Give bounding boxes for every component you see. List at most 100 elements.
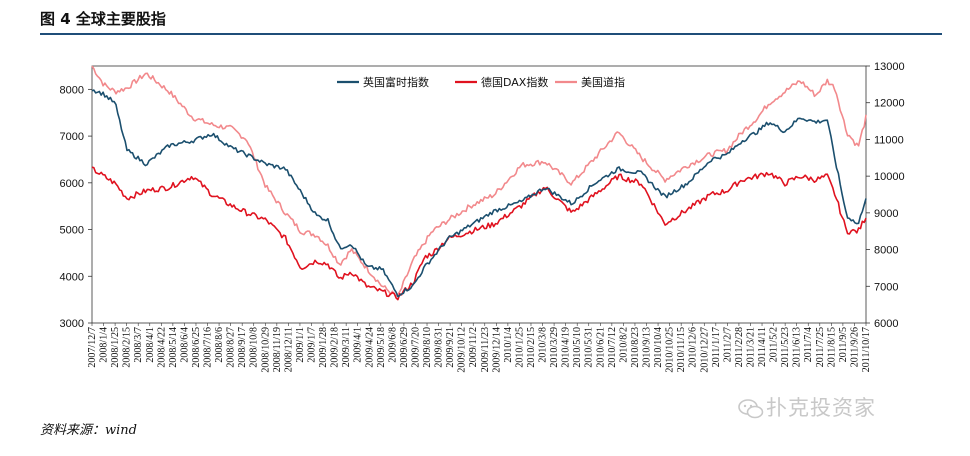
x-tick-label: 2010/8/23 xyxy=(630,327,641,368)
x-tick-label: 2011/2/7 xyxy=(722,327,733,362)
x-tick-label: 2011/7/25 xyxy=(815,327,826,367)
x-tick-label: 2009/1/1 xyxy=(295,327,306,363)
y-right-tick-label: 6000 xyxy=(874,318,898,330)
source-note: 资料来源：wind xyxy=(40,423,137,438)
x-tick-label: 2011/8/15 xyxy=(826,327,837,367)
x-tick-label: 2010/11/15 xyxy=(676,327,687,372)
x-axis: 2007/12/7 2008/1/4 2008/1/25 2008/2/15 2008/… xyxy=(87,323,872,373)
x-tick-label: 2010/12/27 xyxy=(699,327,710,373)
y-right-tick-label: 9000 xyxy=(874,208,898,220)
x-tick-label: 2009/9/21 xyxy=(445,327,456,368)
x-tick-label: 2008/5/14 xyxy=(168,327,179,368)
x-tick-label: 2010/5/31 xyxy=(584,327,595,368)
plot-frame xyxy=(91,65,867,324)
legend-label-1: 德国DAX指数 xyxy=(481,75,548,89)
x-tick-label: 2008/4/1 xyxy=(145,327,156,363)
figure-title: 图 4 全球主要股指 xyxy=(40,10,166,28)
y-right-tick-label: 7000 xyxy=(874,281,898,293)
x-tick-label: 2010/1/4 xyxy=(503,327,514,363)
x-tick-label: 2009/8/31 xyxy=(434,327,445,368)
x-tick-label: 2009/2/18 xyxy=(330,327,341,368)
x-tick-label: 2010/10/4 xyxy=(653,327,664,368)
x-tick-label: 2011/6/13 xyxy=(792,327,803,367)
x-tick-label: 2008/2/15 xyxy=(122,327,133,368)
x-tick-label: 2009/7/20 xyxy=(410,327,421,368)
x-tick-label: 2009/5/18 xyxy=(376,327,387,368)
x-tick-label: 2010/2/15 xyxy=(526,327,537,368)
y-axis-left: 3000 4000 5000 6000 7000 8000 xyxy=(60,84,92,330)
series-line-0 xyxy=(91,89,867,298)
y-right-tick-label: 12000 xyxy=(874,98,905,110)
watermark: 扑克投资家 xyxy=(738,392,876,422)
x-tick-label: 2008/3/7 xyxy=(133,327,144,363)
x-tick-label: 2008/1/25 xyxy=(110,327,121,368)
x-tick-label: 2008/9/17 xyxy=(237,327,248,368)
x-tick-label: 2009/3/11 xyxy=(341,327,352,367)
x-tick-label: 2009/1/28 xyxy=(318,327,329,368)
x-tick-label: 2008/11/19 xyxy=(272,327,283,372)
x-tick-label: 2011/9/26 xyxy=(849,327,860,367)
plot-border xyxy=(91,65,867,324)
y-axis-right: 6000 7000 8000 9000 10000 11000 12000 13000 xyxy=(866,61,905,330)
y-left-tick-label: 4000 xyxy=(60,271,84,283)
legend-label-0: 英国富时指数 xyxy=(363,75,429,89)
x-tick-label: 2010/9/13 xyxy=(642,327,653,368)
x-tick-label: 2008/12/11 xyxy=(283,327,294,372)
x-tick-label: 2010/4/19 xyxy=(561,327,572,368)
x-tick-label: 2011/10/17 xyxy=(861,327,872,372)
x-tick-label: 2009/4/24 xyxy=(364,327,375,368)
title-rule xyxy=(40,33,942,35)
x-tick-label: 2008/6/25 xyxy=(191,327,202,368)
x-tick-label: 2011/5/2 xyxy=(769,327,780,362)
series-lines xyxy=(91,65,867,301)
x-tick-label: 2011/4/11 xyxy=(757,327,768,367)
x-tick-label: 2010/3/8 xyxy=(538,327,549,363)
x-tick-label: 2009/11/2 xyxy=(468,327,479,367)
x-tick-label: 2010/6/21 xyxy=(595,327,606,368)
y-left-tick-label: 5000 xyxy=(60,225,84,237)
x-tick-label: 2010/7/12 xyxy=(607,327,618,368)
x-tick-label: 2009/8/10 xyxy=(422,327,433,368)
x-tick-label: 2008/1/4 xyxy=(99,327,110,363)
series-line-2 xyxy=(91,65,867,297)
x-tick-label: 2009/1/7 xyxy=(306,327,317,363)
x-tick-label: 2007/12/7 xyxy=(87,327,98,368)
y-right-tick-label: 8000 xyxy=(874,245,898,257)
x-tick-label: 2009/4/1 xyxy=(353,327,364,363)
x-tick-label: 2011/5/23 xyxy=(780,327,791,367)
x-tick-label: 2010/10/25 xyxy=(665,327,676,373)
x-tick-label: 2010/3/29 xyxy=(549,327,560,368)
x-tick-label: 2008/10/8 xyxy=(249,327,260,368)
x-tick-label: 2010/5/10 xyxy=(572,327,583,368)
x-tick-label: 2008/7/16 xyxy=(203,327,214,368)
y-left-tick-label: 8000 xyxy=(60,84,84,96)
x-tick-label: 2009/12/14 xyxy=(491,327,502,373)
y-left-tick-label: 3000 xyxy=(60,318,84,330)
x-tick-label: 2008/6/4 xyxy=(179,327,190,363)
x-tick-label: 2009/6/29 xyxy=(399,327,410,368)
x-tick-label: 2010/12/6 xyxy=(688,327,699,368)
x-tick-label: 2009/10/12 xyxy=(457,327,468,373)
legend: 英国富时指数 德国DAX指数 美国道指 xyxy=(337,75,625,89)
x-tick-label: 2008/4/22 xyxy=(156,327,167,368)
y-left-tick-label: 6000 xyxy=(60,178,84,190)
x-tick-label: 2008/8/27 xyxy=(226,327,237,368)
x-tick-label: 2009/11/23 xyxy=(480,327,491,372)
y-right-tick-label: 11000 xyxy=(874,134,904,146)
x-tick-label: 2011/2/28 xyxy=(734,327,745,367)
legend-label-2: 美国道指 xyxy=(581,75,625,89)
x-tick-label: 2008/8/6 xyxy=(214,327,225,363)
y-right-tick-label: 13000 xyxy=(874,61,905,73)
x-tick-label: 2010/1/25 xyxy=(514,327,525,368)
x-tick-label: 2008/10/29 xyxy=(260,327,271,373)
y-right-tick-label: 10000 xyxy=(874,171,905,183)
y-left-tick-label: 7000 xyxy=(60,131,84,143)
series-line-1 xyxy=(91,166,867,301)
x-tick-label: 2011/9/5 xyxy=(838,327,849,362)
x-tick-label: 2011/1/17 xyxy=(711,327,722,367)
x-tick-label: 2011/7/4 xyxy=(803,327,814,362)
wechat-icon xyxy=(738,399,764,419)
x-tick-label: 2009/6/8 xyxy=(387,327,398,363)
x-tick-label: 2011/3/21 xyxy=(745,327,756,367)
